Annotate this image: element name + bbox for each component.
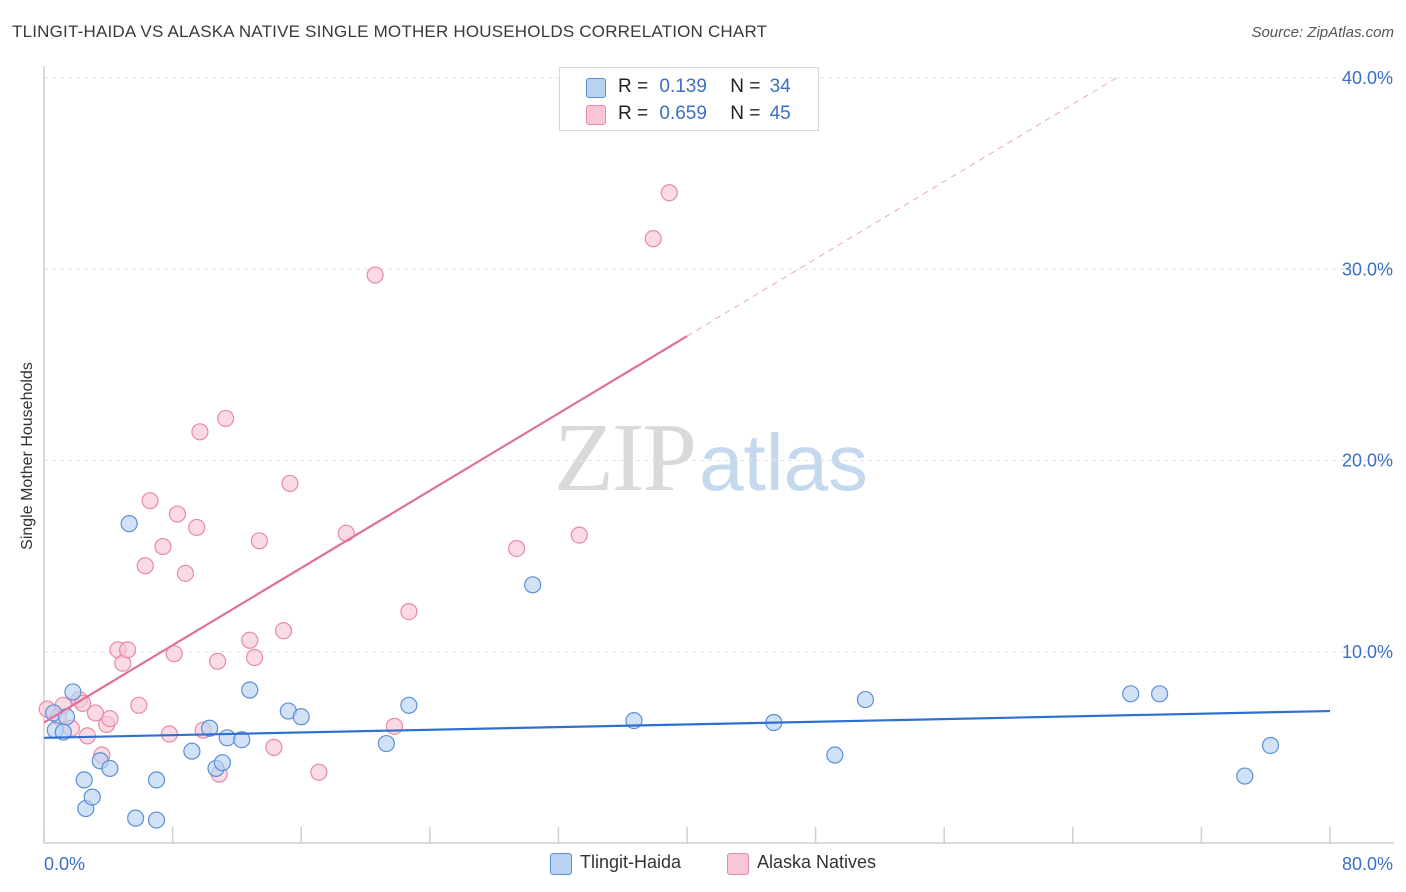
alaska-natives-point	[176, 564, 195, 582]
chart-title: TLINGIT-HAIDA VS ALASKA NATIVE SINGLE MO…	[12, 22, 768, 41]
y-tick-label: 10.0%	[1342, 642, 1393, 662]
n-value: 34	[769, 76, 791, 97]
alaska-natives-point	[400, 602, 418, 621]
alaska-natives-point	[209, 652, 227, 670]
legend-swatch-blue	[550, 853, 572, 875]
tlingit-haida-point	[856, 690, 875, 709]
series-legend: Tlingit-Haida Alaska Natives	[0, 852, 1406, 876]
watermark-zip: ZIP	[554, 404, 697, 512]
alaska-natives-point	[570, 526, 588, 544]
tick-labels: 10.0% 20.0% 30.0% 40.0% 0.0% 80.0%	[44, 68, 1393, 874]
legend-swatch-pink	[727, 853, 749, 875]
alaska-natives-point	[281, 474, 299, 493]
pink-swatch	[586, 105, 606, 125]
tlingit-haida-point	[233, 731, 251, 749]
tlingit-haida-point	[241, 681, 259, 699]
tlingit-haida-point	[826, 746, 844, 764]
alaska-natives-point	[168, 505, 187, 523]
tlingit-haida-point	[1151, 685, 1169, 703]
tlingit-haida-point	[400, 696, 418, 714]
axes	[43, 66, 1394, 844]
x-tick-label: 80.0%	[1342, 854, 1393, 874]
n-label: N =	[730, 76, 761, 97]
alaska-natives-point	[136, 557, 154, 575]
y-tick-label: 30.0%	[1342, 259, 1393, 279]
n-value: 45	[769, 103, 791, 124]
trend-lines	[43, 77, 1331, 739]
tlingit-haida-point	[292, 708, 310, 726]
source-credit: Source: ZipAtlas.com	[1251, 24, 1394, 41]
blue-swatch	[586, 78, 606, 98]
alaska-natives-point	[250, 532, 269, 550]
tlingit-haida-trend-line	[43, 709, 1331, 739]
tlingit-haida-point	[200, 719, 219, 737]
alaska-natives-point	[188, 518, 206, 537]
x-tick-label: 0.0%	[44, 854, 85, 874]
alaska-natives-trend-line	[43, 335, 688, 724]
r-value: 0.659	[659, 103, 707, 124]
legend-label: Alaska Natives	[757, 852, 877, 872]
alaska-natives-point	[101, 710, 119, 728]
r-value: 0.139	[659, 76, 707, 97]
alaska-natives-point	[130, 696, 148, 714]
watermark-atlas: atlas	[699, 418, 868, 507]
alaska-natives-point	[241, 631, 259, 649]
tlingit-haida-point	[127, 809, 145, 827]
alaska-natives-point	[86, 704, 105, 722]
alaska-natives-point	[165, 645, 183, 663]
tlingit-haida-point	[213, 754, 232, 772]
alaska-natives-point	[310, 763, 328, 781]
grid-lines	[44, 77, 1394, 653]
n-label: N =	[730, 103, 761, 124]
alaska-natives-point	[644, 230, 662, 248]
tlingit-haida-point	[147, 771, 166, 789]
alaska-natives-point	[265, 738, 283, 756]
alaska-natives-point	[191, 423, 209, 441]
tlingit-haida-point	[377, 734, 395, 753]
alaska-natives-point	[154, 537, 172, 556]
alaska-natives-point	[660, 184, 678, 202]
tlingit-haida-point	[120, 515, 138, 533]
tlingit-haida-point	[1236, 767, 1254, 785]
tlingit-haida-point	[1122, 685, 1140, 703]
y-tick-label: 20.0%	[1342, 451, 1393, 471]
y-tick-label: 40.0%	[1342, 68, 1393, 88]
r-label: R =	[618, 103, 649, 124]
alaska-natives-point	[118, 641, 137, 659]
stats-legend: R = 0.139 N = 34 R = 0.659 N = 45	[559, 67, 819, 131]
alaska-natives-point	[385, 717, 404, 735]
alaska-natives-point	[245, 648, 264, 667]
alaska-natives-point	[508, 539, 526, 558]
tlingit-haida-point	[183, 742, 201, 760]
tlingit-haida-point	[1261, 736, 1280, 755]
alaska-natives-point	[217, 409, 235, 428]
legend-label: Tlingit-Haida	[580, 852, 682, 872]
tlingit-haida-point	[64, 683, 82, 701]
tlingit-haida-point	[218, 729, 236, 747]
series-tlingit-haida-points	[45, 515, 1280, 829]
tlingit-haida-point	[524, 576, 542, 594]
r-label: R =	[618, 76, 649, 97]
alaska-natives-point	[274, 622, 293, 640]
tlingit-haida-point	[101, 759, 119, 778]
tlingit-haida-point	[147, 811, 166, 829]
tlingit-haida-point	[83, 788, 101, 806]
tlingit-haida-point	[75, 771, 93, 789]
series-alaska-natives-points	[38, 184, 678, 783]
alaska-natives-point	[141, 492, 159, 510]
watermark: ZIPatlas	[554, 400, 868, 514]
alaska-natives-point	[366, 266, 384, 284]
